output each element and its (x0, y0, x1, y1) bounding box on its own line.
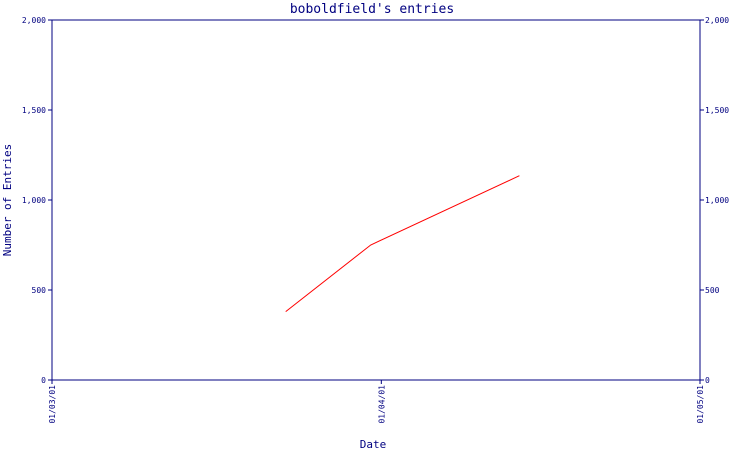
y-tick-label-right: 1,000 (705, 196, 729, 205)
y-tick-label-left: 1,500 (22, 106, 46, 115)
y-tick-label-right: 500 (705, 286, 720, 295)
y-axis-left: 0 500 1,000 1,500 2,000 (22, 16, 52, 385)
chart-title: boboldfield's entries (290, 2, 454, 17)
x-tick-label: 01/03/01 (48, 385, 57, 424)
y-tick-label-right: 2,000 (705, 16, 729, 25)
x-tick-label: 01/05/01 (696, 385, 705, 424)
y-tick-label-left: 0 (41, 376, 46, 385)
y-tick-label-left: 1,000 (22, 196, 46, 205)
x-axis-label: Date (360, 438, 387, 450)
y-tick-label-left: 2,000 (22, 16, 46, 25)
y-tick-label-right: 0 (705, 376, 710, 385)
x-tick-label: 01/04/01 (377, 385, 386, 424)
series-line (285, 175, 520, 312)
x-axis: 01/03/01 01/04/01 01/05/01 (48, 380, 705, 424)
y-axis-label: Number of Entries (1, 144, 14, 257)
y-tick-label-right: 1,500 (705, 106, 729, 115)
y-axis-right: 0 500 1,000 1,500 2,000 (700, 16, 729, 385)
y-tick-label-left: 500 (32, 286, 47, 295)
series-layer (285, 175, 520, 312)
plot-frame (51, 19, 701, 381)
